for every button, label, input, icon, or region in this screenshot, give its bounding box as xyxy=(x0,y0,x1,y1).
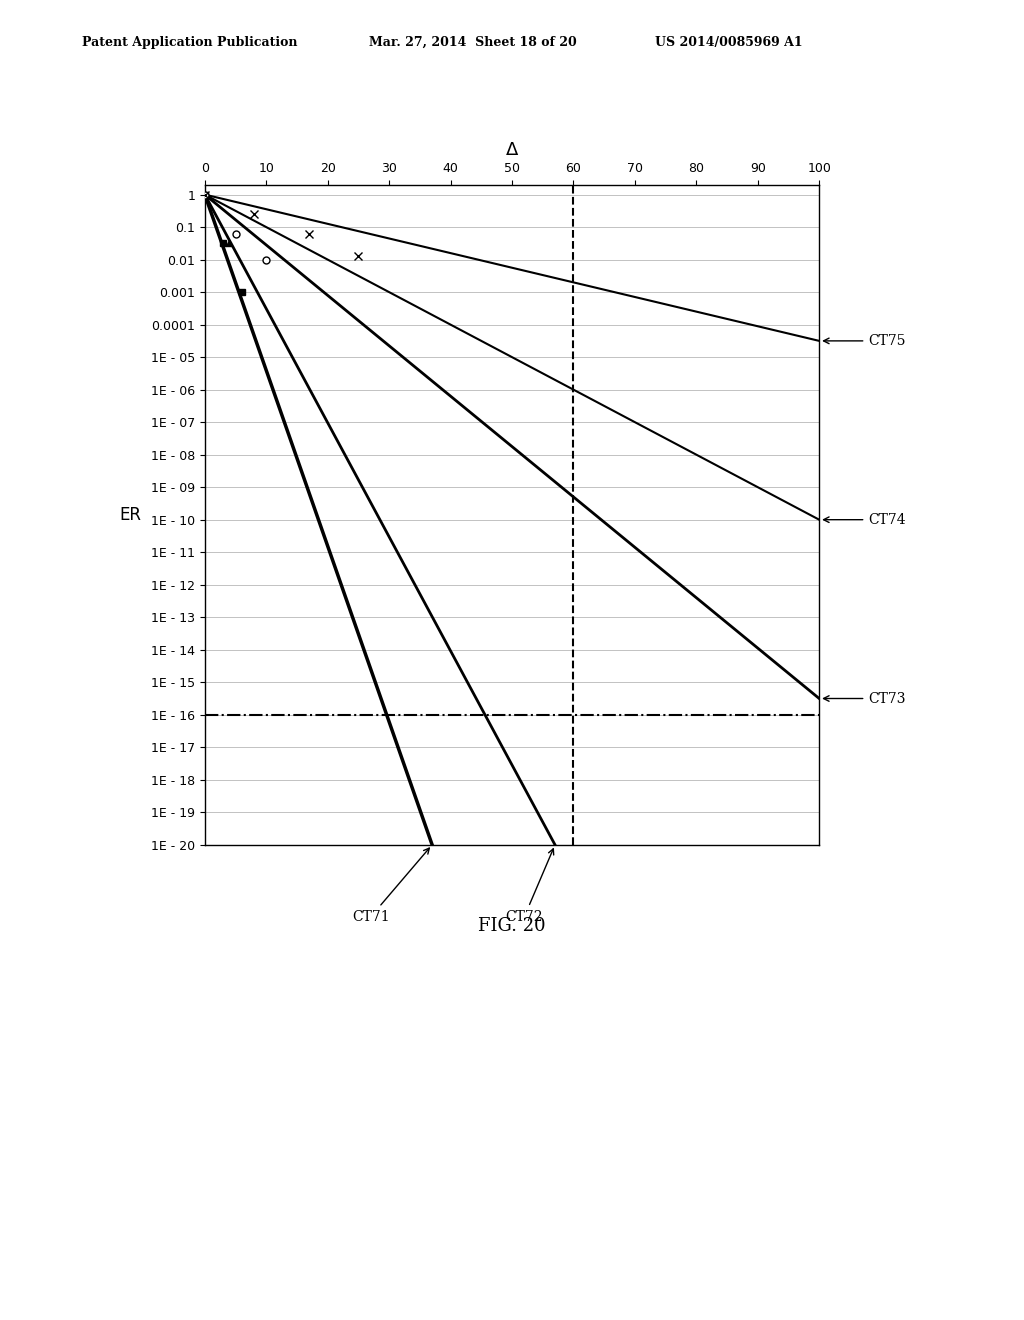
Text: US 2014/0085969 A1: US 2014/0085969 A1 xyxy=(655,36,803,49)
X-axis label: Δ: Δ xyxy=(506,141,518,160)
Text: CT75: CT75 xyxy=(823,334,906,348)
Text: Mar. 27, 2014  Sheet 18 of 20: Mar. 27, 2014 Sheet 18 of 20 xyxy=(369,36,577,49)
Text: CT72: CT72 xyxy=(506,849,554,924)
Text: FIG. 20: FIG. 20 xyxy=(478,916,546,935)
Text: CT73: CT73 xyxy=(823,692,906,705)
Text: CT71: CT71 xyxy=(352,847,429,924)
Text: CT74: CT74 xyxy=(823,512,906,527)
Y-axis label: ER: ER xyxy=(119,506,141,524)
Text: Patent Application Publication: Patent Application Publication xyxy=(82,36,297,49)
